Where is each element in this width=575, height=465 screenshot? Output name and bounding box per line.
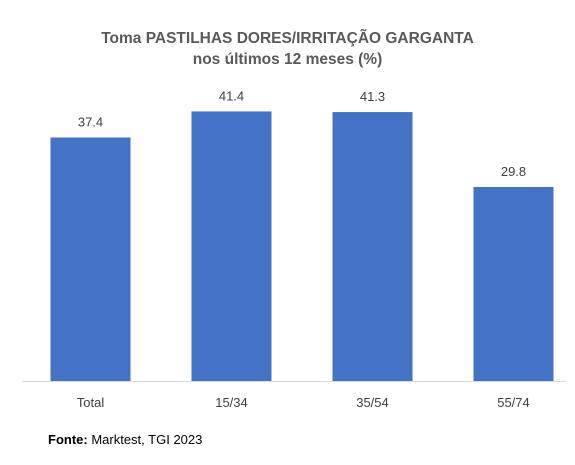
bar-15-34 [191,111,272,381]
source-note: Fonte: Marktest, TGI 2023 [48,432,202,447]
source-text: Marktest, TGI 2023 [87,432,203,447]
bar-35-54 [332,112,413,381]
source-label: Fonte: [48,432,88,447]
chart-title: Toma PASTILHAS DORES/IRRITAÇÃO GARGANTA [101,30,474,47]
category-tick-label: 15/34 [215,395,248,410]
bar-total [50,137,131,381]
data-label: 41.4 [219,88,244,103]
chart-title-block: Toma PASTILHAS DORES/IRRITAÇÃO GARGANTA … [0,28,575,70]
category-tick-label: Total [77,395,105,410]
category-tick-label: 55/74 [497,395,530,410]
data-label: 37.4 [78,114,103,129]
chart-subtitle: nos últimos 12 meses (%) [192,51,383,68]
category-tick-label: 35/54 [356,395,389,410]
bar-55-74 [473,186,554,381]
data-label: 29.8 [501,164,526,179]
data-label: 41.3 [360,89,385,104]
